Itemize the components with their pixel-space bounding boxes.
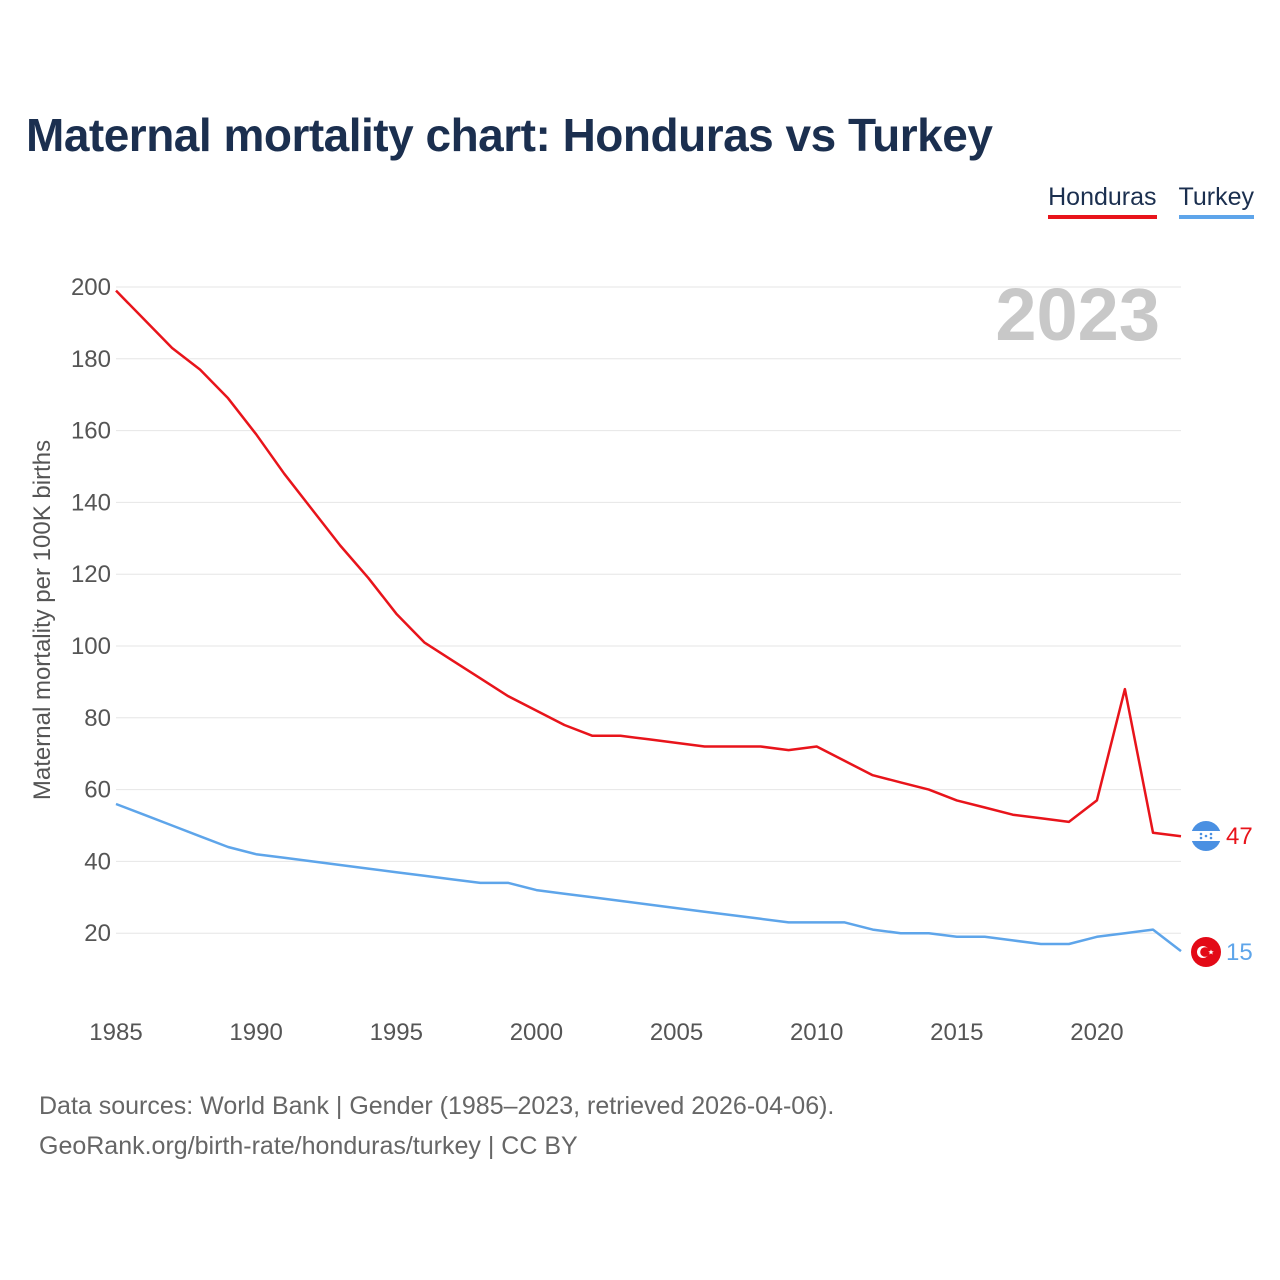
x-tick-label: 2000 — [510, 1019, 563, 1046]
y-tick-label: 40 — [84, 848, 111, 875]
series-line-honduras[interactable] — [115, 289, 1182, 838]
legend-item-honduras[interactable]: Honduras — [1048, 183, 1157, 219]
y-axis-title: Maternal mortality per 100K births — [29, 440, 56, 800]
series-line-turkey[interactable] — [115, 802, 1182, 953]
y-tick-label: 140 — [71, 489, 111, 516]
honduras-flag-icon — [1191, 821, 1221, 851]
grid — [116, 286, 1181, 934]
x-tick-label: 1995 — [370, 1019, 423, 1046]
x-tick-label: 2015 — [930, 1019, 983, 1046]
end-label-honduras: 47 — [1226, 823, 1253, 850]
y-tick-label: 200 — [71, 274, 111, 301]
x-tick-label: 2020 — [1070, 1019, 1123, 1046]
y-tick-label: 120 — [71, 561, 111, 588]
x-tick-label: 1990 — [229, 1019, 282, 1046]
data-sources-text: Data sources: World Bank | Gender (1985–… — [39, 1092, 835, 1120]
x-tick-label: 1985 — [89, 1019, 142, 1046]
y-tick-label: 20 — [84, 920, 111, 947]
y-tick-label: 180 — [71, 346, 111, 373]
end-label-turkey: 15 — [1226, 939, 1253, 966]
y-tick-label: 160 — [71, 418, 111, 445]
axes: 20 40 60 80 100 120 140 160 180 200 1985 1990 1995 20… — [71, 274, 1124, 1046]
series — [115, 289, 1182, 953]
x-tick-label: 2010 — [790, 1019, 843, 1046]
footer: Data sources: World Bank | Gender (1985–… — [39, 1086, 834, 1166]
y-tick-label: 80 — [84, 705, 111, 732]
legend-item-turkey[interactable]: Turkey — [1178, 183, 1254, 219]
x-tick-label: 2005 — [650, 1019, 703, 1046]
year-watermark: 2023 — [995, 273, 1160, 356]
y-tick-label: 100 — [71, 633, 111, 660]
turkey-flag-icon — [1191, 937, 1221, 967]
legend: Honduras Turkey — [1048, 183, 1254, 219]
source-link[interactable]: GeoRank.org/birth-rate/honduras/turkey |… — [39, 1132, 578, 1160]
y-tick-label: 60 — [84, 777, 111, 804]
chart-title: Maternal mortality chart: Honduras vs Tu… — [26, 109, 993, 161]
